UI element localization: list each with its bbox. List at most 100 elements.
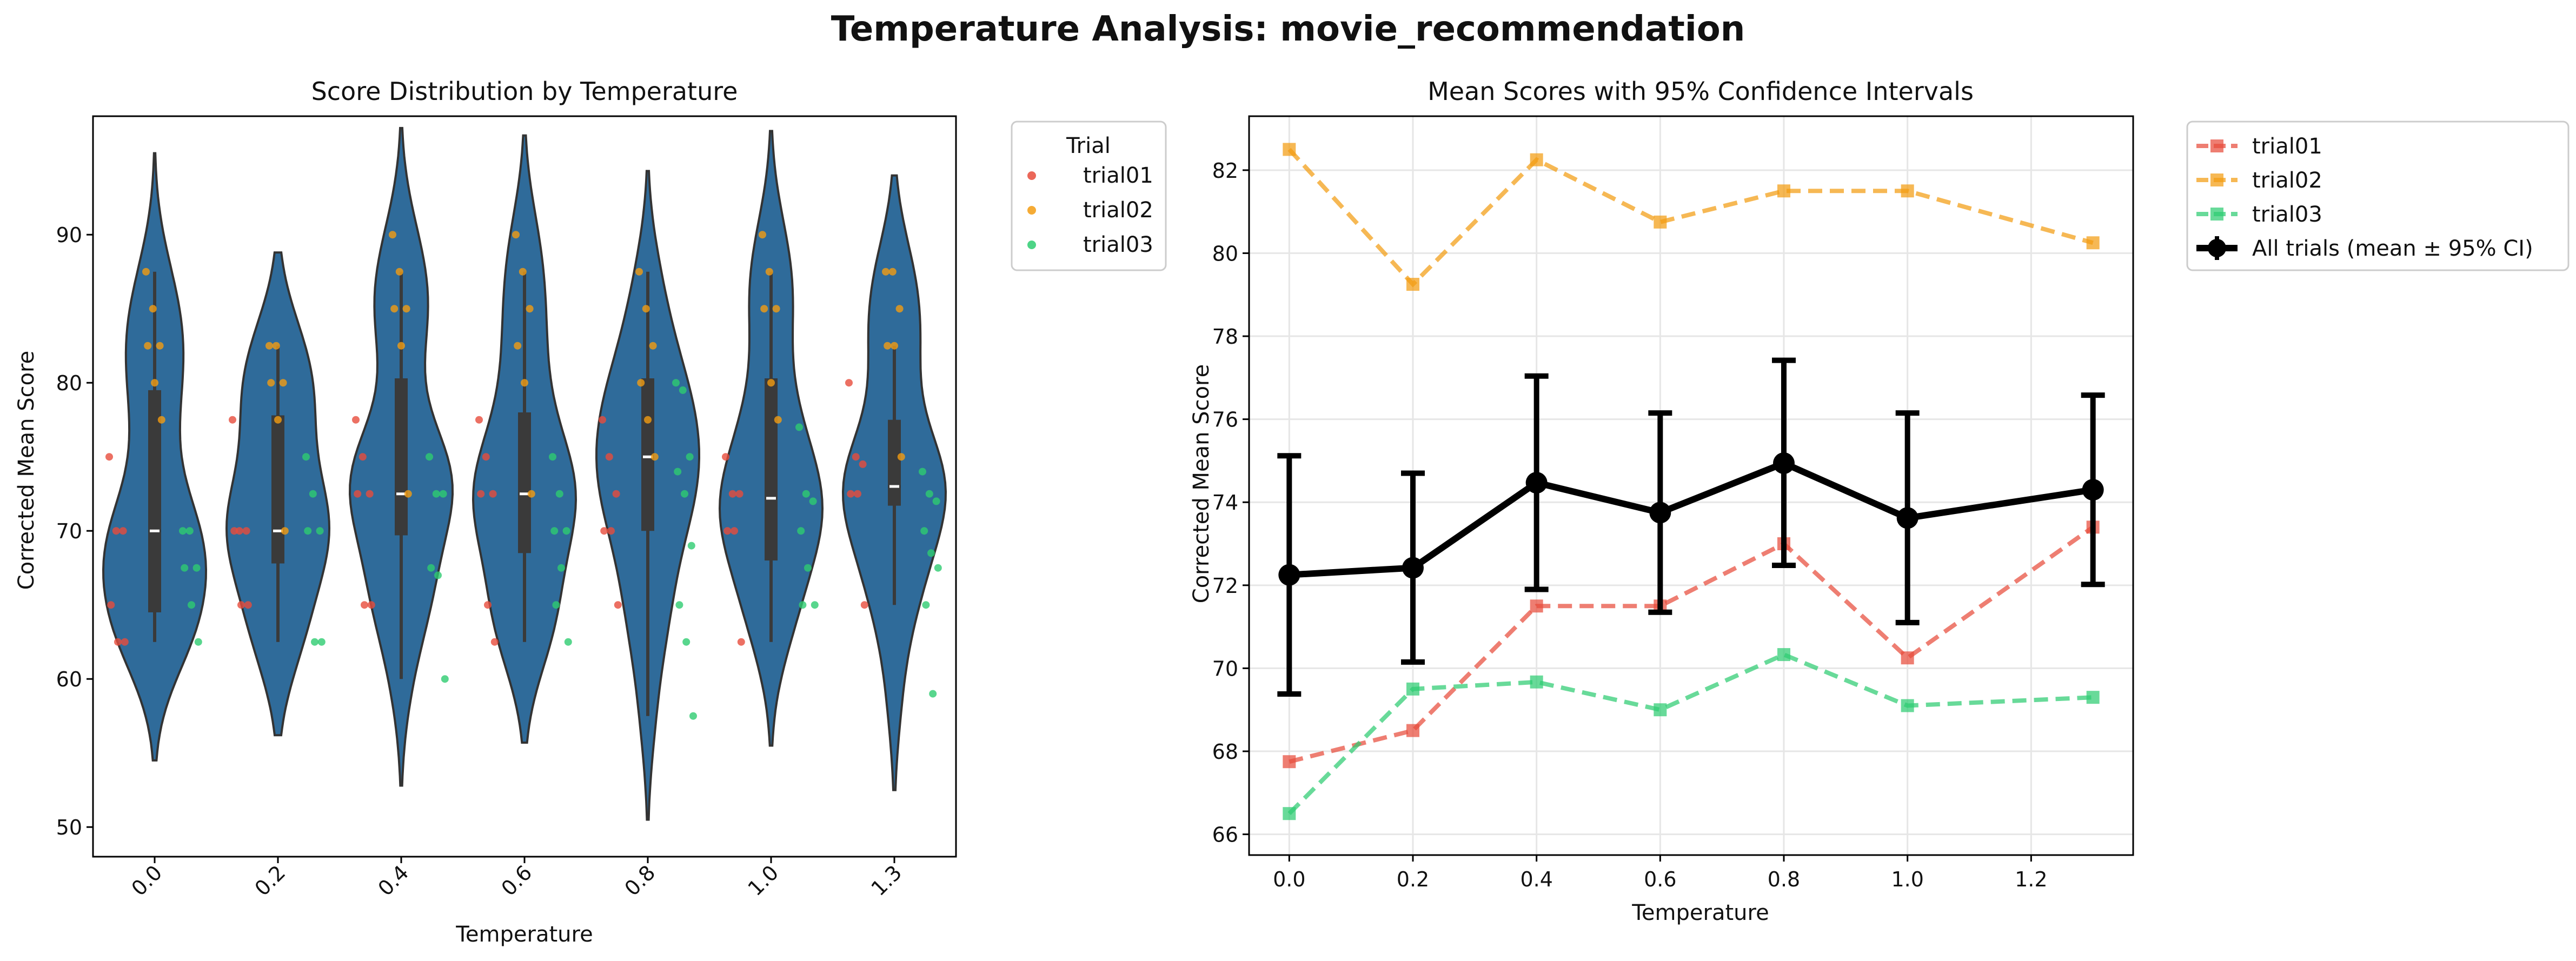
strip-point-trial02	[649, 342, 657, 350]
strip-point-trial02	[767, 379, 775, 387]
line-axes-frame	[1248, 115, 2134, 856]
strip-point-trial02	[897, 453, 905, 461]
y-tick-label: 60	[56, 668, 82, 691]
strip-point-trial02	[279, 379, 287, 387]
legend-marker-trial02	[2210, 173, 2223, 186]
strip-point-trial01	[229, 416, 236, 424]
mean-ci-chart-title: Mean Scores with 95% Confidence Interval…	[1428, 77, 1974, 106]
figure-suptitle: Temperature Analysis: movie_recommendati…	[831, 9, 1745, 49]
strip-point-trial01	[600, 527, 608, 535]
strip-point-trial03	[679, 386, 687, 394]
strip-point-trial01	[114, 638, 122, 646]
strip-point-trial03	[316, 527, 324, 535]
series-marker-trial02	[1777, 184, 1791, 198]
strip-point-trial02	[149, 305, 157, 313]
strip-point-trial03	[426, 453, 433, 461]
strip-point-trial01	[614, 601, 622, 609]
strip-point-trial03	[550, 527, 559, 535]
strip-point-trial03	[686, 453, 694, 461]
strip-point-trial02	[512, 231, 520, 239]
strip-point-trial02	[157, 416, 165, 424]
strip-point-trial03	[687, 542, 695, 550]
x-tick-label: 0.6	[1644, 867, 1676, 891]
strip-point-trial02	[891, 342, 898, 350]
trial-legend: Trial trial01 trial02 trial03	[1011, 121, 1167, 271]
strip-point-trial02	[635, 268, 643, 276]
strip-point-trial01	[735, 490, 743, 498]
legend-marker-trial03	[2210, 208, 2223, 221]
legend-marker-trial01	[1027, 171, 1036, 180]
strip-point-trial03	[181, 564, 189, 572]
strip-point-trial02	[142, 268, 150, 276]
series-marker-trial01	[1530, 599, 1543, 613]
series-marker-trial01	[1283, 755, 1296, 769]
strip-point-trial01	[737, 638, 745, 646]
strip-point-trial03	[920, 527, 928, 535]
strip-point-trial03	[317, 638, 326, 646]
strip-point-trial03	[552, 601, 560, 609]
strip-point-trial03	[549, 453, 556, 461]
violin-chart-xlabel: Temperature	[455, 922, 593, 947]
y-tick-label: 70	[1212, 657, 1238, 680]
legend-marker-overall	[2208, 239, 2226, 257]
series-marker-trial02	[1901, 184, 1914, 198]
x-tick-label: 1.3	[867, 860, 907, 900]
y-tick-label: 82	[1212, 159, 1238, 183]
violin-iqr-box	[148, 390, 161, 612]
strip-point-trial01	[358, 453, 367, 461]
strip-point-trial03	[689, 712, 697, 720]
strip-point-trial03	[192, 564, 201, 572]
strip-point-trial01	[852, 453, 860, 461]
x-tick-label: 0.2	[250, 860, 290, 900]
strip-point-trial03	[555, 490, 563, 498]
strip-point-trial01	[112, 527, 120, 535]
strip-point-trial03	[809, 497, 817, 505]
strip-point-trial03	[672, 379, 680, 387]
overall-mean-marker	[1649, 502, 1671, 524]
strip-point-trial03	[799, 601, 807, 609]
overall-mean-marker	[1773, 452, 1795, 475]
strip-point-trial02	[397, 342, 405, 350]
strip-point-trial01	[361, 601, 368, 609]
violin-iqr-box	[271, 415, 284, 564]
strip-point-trial03	[932, 497, 940, 505]
violin-iqr-box	[888, 419, 901, 506]
strip-point-trial02	[151, 379, 158, 387]
series-marker-trial03	[1901, 699, 1914, 712]
series-marker-trial02	[1406, 278, 1419, 291]
strip-point-trial01	[107, 601, 115, 609]
strip-point-trial02	[389, 231, 396, 239]
strip-point-trial01	[599, 416, 606, 424]
strip-point-trial03	[439, 490, 447, 498]
strip-point-trial02	[519, 268, 527, 276]
strip-point-trial01	[366, 490, 374, 498]
y-tick-label: 76	[1212, 408, 1238, 432]
series-marker-trial03	[1654, 703, 1667, 717]
strip-point-trial01	[605, 453, 613, 461]
series-marker-trial02	[1283, 143, 1296, 156]
strip-point-trial02	[395, 268, 403, 276]
x-tick-label: 0.2	[1397, 867, 1429, 891]
strip-point-trial01	[731, 527, 738, 535]
x-tick-label: 1.0	[743, 860, 784, 900]
series-marker-trial03	[1283, 807, 1296, 820]
overall-mean-marker	[1525, 472, 1548, 494]
strip-point-trial02	[644, 416, 652, 424]
strip-point-trial01	[354, 490, 362, 498]
y-tick-label: 50	[56, 816, 82, 839]
legend-label-trial01: trial01	[1083, 163, 1153, 188]
strip-point-trial03	[681, 490, 688, 498]
series-marker-trial03	[2086, 691, 2100, 704]
strip-point-trial01	[607, 527, 615, 535]
x-tick-label: 0.8	[1768, 867, 1800, 891]
strip-point-trial03	[194, 638, 202, 646]
series-legend-frame	[2186, 121, 2570, 271]
strip-point-trial03	[919, 468, 926, 476]
strip-point-trial02	[144, 342, 152, 350]
series-layer	[1277, 143, 2105, 820]
series-legend: trial01 trial02 trial03 All trials (mean ± …	[2186, 121, 2570, 271]
strip-point-trial03	[934, 564, 942, 572]
strip-point-trial01	[242, 527, 250, 535]
strip-point-trial02	[760, 305, 768, 313]
